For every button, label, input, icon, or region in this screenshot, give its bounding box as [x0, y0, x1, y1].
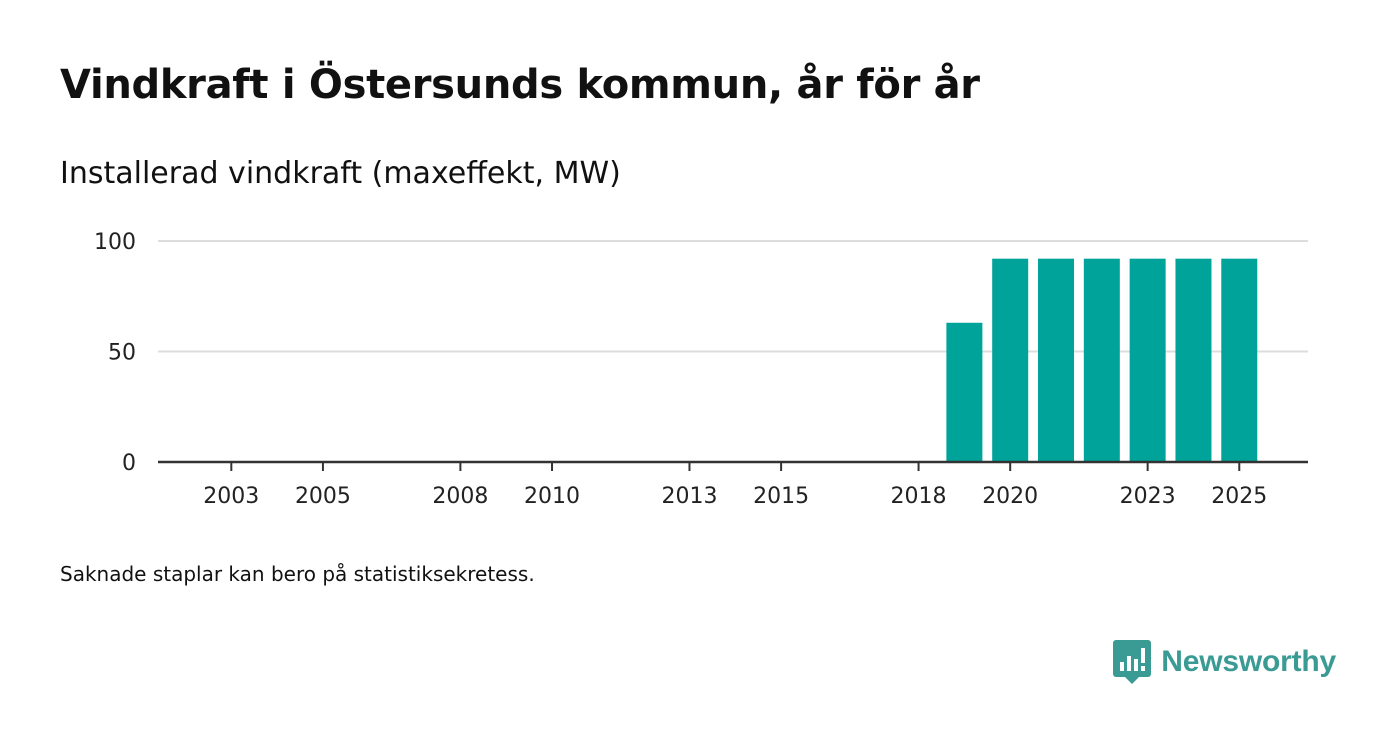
bar-2019[interactable]: [946, 322, 983, 462]
bar-2024[interactable]: [1175, 258, 1212, 462]
newsworthy-logo-icon: [1113, 640, 1152, 684]
bar-2021[interactable]: [1038, 258, 1075, 462]
bar-2025[interactable]: [1221, 258, 1258, 462]
x-tick-label: 2025: [1211, 484, 1267, 509]
brand-name: Newsworthy: [1161, 645, 1336, 678]
x-tick-label: 2020: [982, 484, 1038, 509]
tick-labels: 0 50 100 2003 2005 2008 2010 2013 2015 2018 2020 20…: [94, 230, 1267, 509]
axes: [158, 460, 1308, 471]
x-tick-label: 2003: [203, 484, 259, 509]
bar-2020[interactable]: [992, 258, 1029, 462]
y-tick-label: 50: [108, 341, 136, 366]
y-tick-label: 100: [94, 230, 136, 255]
bars: [946, 258, 1258, 462]
brand-logo[interactable]: Newsworthy: [1113, 640, 1336, 684]
chart-subtitle: Installerad vindkraft (maxeffekt, MW): [60, 156, 621, 191]
bar-2022[interactable]: [1083, 258, 1120, 462]
chart-title: Vindkraft i Östersunds kommun, år för år: [60, 62, 980, 108]
bar-2023[interactable]: [1129, 258, 1166, 462]
x-tick-label: 2005: [295, 484, 351, 509]
footnote: Saknade staplar kan bero på statistiksek…: [60, 562, 535, 586]
x-tick-label: 2008: [432, 484, 488, 509]
x-tick-label: 2015: [753, 484, 809, 509]
x-tick-label: 2010: [524, 484, 580, 509]
x-tick-label: 2023: [1120, 484, 1176, 509]
x-tick-label: 2018: [891, 484, 947, 509]
y-tick-label: 0: [122, 451, 136, 476]
x-tick-label: 2013: [661, 484, 717, 509]
